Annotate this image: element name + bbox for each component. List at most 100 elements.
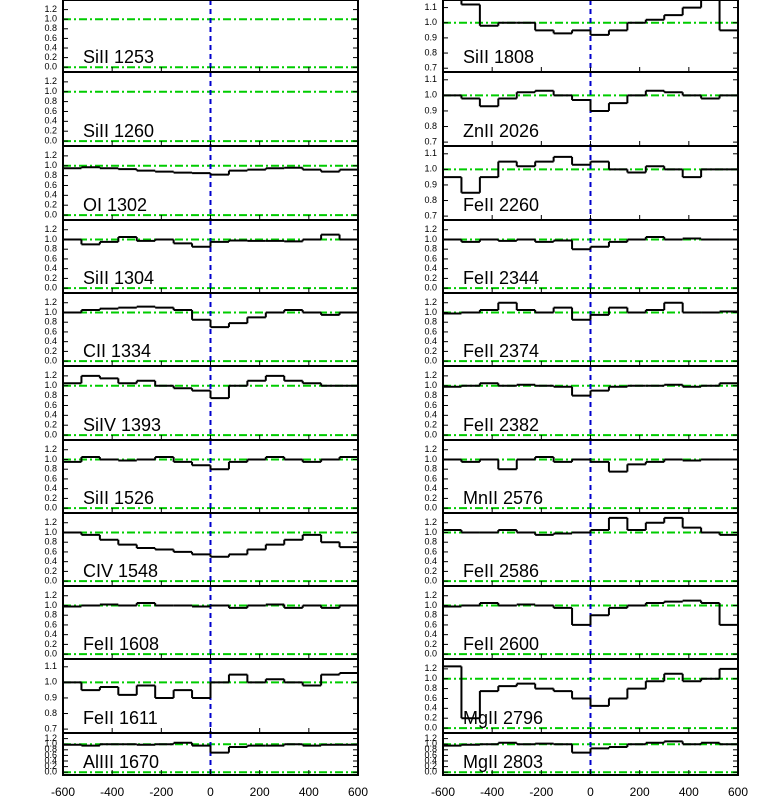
y-tick-label: 0.2: [424, 566, 437, 576]
y-tick-label: 0.8: [44, 537, 57, 547]
y-tick-label: 0.8: [44, 244, 57, 254]
y-tick-label: 0.8: [44, 23, 57, 33]
y-tick-label: 0.2: [44, 566, 57, 576]
x-tick-label: -600: [431, 785, 455, 799]
y-tick-label: 0.8: [44, 170, 57, 180]
x-tick-label: 400: [679, 785, 699, 799]
x-tick-label: -600: [51, 785, 75, 799]
y-tick-label: 1.2: [44, 297, 57, 307]
y-tick-label: 0.6: [44, 473, 57, 483]
panel-frame: [442, 732, 739, 776]
y-tick-label: 0.8: [44, 610, 57, 620]
y-tick-label: 1.2: [424, 224, 437, 234]
y-tick-label: 0.8: [424, 244, 437, 254]
y-tick-label: 0.4: [424, 703, 437, 713]
panel-title: FeII 1611: [83, 708, 158, 728]
panel-title: CIV 1548: [83, 561, 158, 581]
y-tick-label: 0.4: [424, 263, 437, 273]
y-tick-label: 0.6: [44, 106, 57, 116]
y-tick-label: 1.1: [424, 2, 437, 12]
y-tick-label: 0.0: [44, 135, 57, 145]
y-tick-label: 0.6: [44, 619, 57, 629]
y-tick-label: 1.2: [44, 370, 57, 380]
y-tick-label: 1.2: [44, 224, 57, 234]
y-tick-label: 0.6: [424, 326, 437, 336]
y-tick-label: 1.0: [44, 380, 57, 390]
y-tick-label: 1.0: [44, 454, 57, 464]
y-tick-label: 0.0: [44, 767, 57, 777]
y-tick-label: 1.0: [424, 673, 437, 683]
panel-title: MgII 2796: [463, 708, 543, 728]
y-tick-label: 0.4: [44, 755, 57, 765]
y-tick-label: 1.0: [424, 380, 437, 390]
panel-title: SiII 1526: [83, 488, 154, 508]
y-tick-label: 0.6: [424, 473, 437, 483]
y-tick-label: 0.6: [44, 180, 57, 190]
y-tick-label: 0.8: [424, 47, 437, 57]
y-tick-label: 0.0: [424, 503, 437, 513]
y-tick-label: 1.0: [424, 454, 437, 464]
y-tick-label: 0.9: [44, 692, 57, 702]
panel-title: AlIII 1670: [83, 752, 159, 772]
y-tick-label: 0.0: [44, 576, 57, 586]
y-tick-label: 1.2: [44, 76, 57, 86]
y-tick-label: 0.6: [44, 400, 57, 410]
y-tick-label: 1.0: [44, 600, 57, 610]
y-tick-label: 0.0: [44, 209, 57, 219]
x-tick-label: 200: [250, 785, 270, 799]
y-tick-label: 0.8: [44, 744, 57, 754]
y-tick-label: 0.8: [44, 464, 57, 474]
y-tick-label: 0.6: [44, 326, 57, 336]
y-tick-label: 0.2: [44, 493, 57, 503]
y-tick-label: 0.8: [44, 390, 57, 400]
y-tick-label: 0.2: [44, 52, 57, 62]
x-tick-label: -200: [149, 785, 173, 799]
x-tick-label: -200: [529, 785, 553, 799]
y-tick-label: 0.4: [424, 336, 437, 346]
y-tick-label: 0.0: [424, 356, 437, 366]
y-tick-label: 1.2: [44, 150, 57, 160]
y-tick-label: 0.8: [44, 317, 57, 327]
panel-title: ZnII 2026: [463, 121, 539, 141]
y-tick-label: 0.6: [424, 546, 437, 556]
y-tick-label: 1.2: [424, 370, 437, 380]
panel-title: FeII 2382: [463, 415, 539, 435]
y-tick-label: 1.0: [424, 164, 437, 174]
y-tick-label: 0.4: [424, 556, 437, 566]
y-tick-label: 0.2: [424, 639, 437, 649]
panel-title: SiII 1304: [83, 268, 154, 288]
y-tick-label: 0.9: [424, 179, 437, 189]
panel-title: FeII 2586: [463, 561, 539, 581]
y-tick-label: 1.0: [424, 739, 437, 749]
y-tick-label: 0.8: [424, 610, 437, 620]
y-tick-label: 0.0: [44, 649, 57, 659]
y-tick-label: 0.0: [44, 62, 57, 72]
y-tick-label: 0.4: [424, 755, 437, 765]
y-tick-label: 1.0: [424, 234, 437, 244]
x-tick-label: 600: [348, 785, 368, 799]
y-tick-label: 0.0: [424, 283, 437, 293]
y-tick-label: 0.6: [44, 750, 57, 760]
y-tick-label: 0.6: [424, 619, 437, 629]
y-tick-label: 0.8: [424, 464, 437, 474]
y-tick-label: 0.7: [424, 210, 437, 220]
y-tick-label: 0.2: [424, 346, 437, 356]
y-tick-label: 1.0: [44, 307, 57, 317]
panel-title: SiII 1253: [83, 47, 154, 67]
y-tick-label: 0.8: [424, 537, 437, 547]
y-tick-label: 0.0: [424, 649, 437, 659]
y-tick-label: 1.2: [424, 297, 437, 307]
y-tick-label: 0.2: [44, 126, 57, 136]
y-tick-label: 0.4: [44, 556, 57, 566]
y-tick-label: 1.2: [44, 733, 57, 743]
y-tick-label: 0.0: [44, 429, 57, 439]
y-tick-label: 0.0: [44, 283, 57, 293]
y-tick-label: 0.0: [44, 356, 57, 366]
y-tick-label: 0.4: [44, 410, 57, 420]
y-tick-label: 0.9: [424, 105, 437, 115]
y-tick-label: 0.4: [424, 410, 437, 420]
y-tick-label: 1.2: [44, 444, 57, 454]
y-tick-label: 0.0: [424, 576, 437, 586]
y-tick-label: 1.0: [44, 527, 57, 537]
y-tick-label: 1.2: [44, 517, 57, 527]
